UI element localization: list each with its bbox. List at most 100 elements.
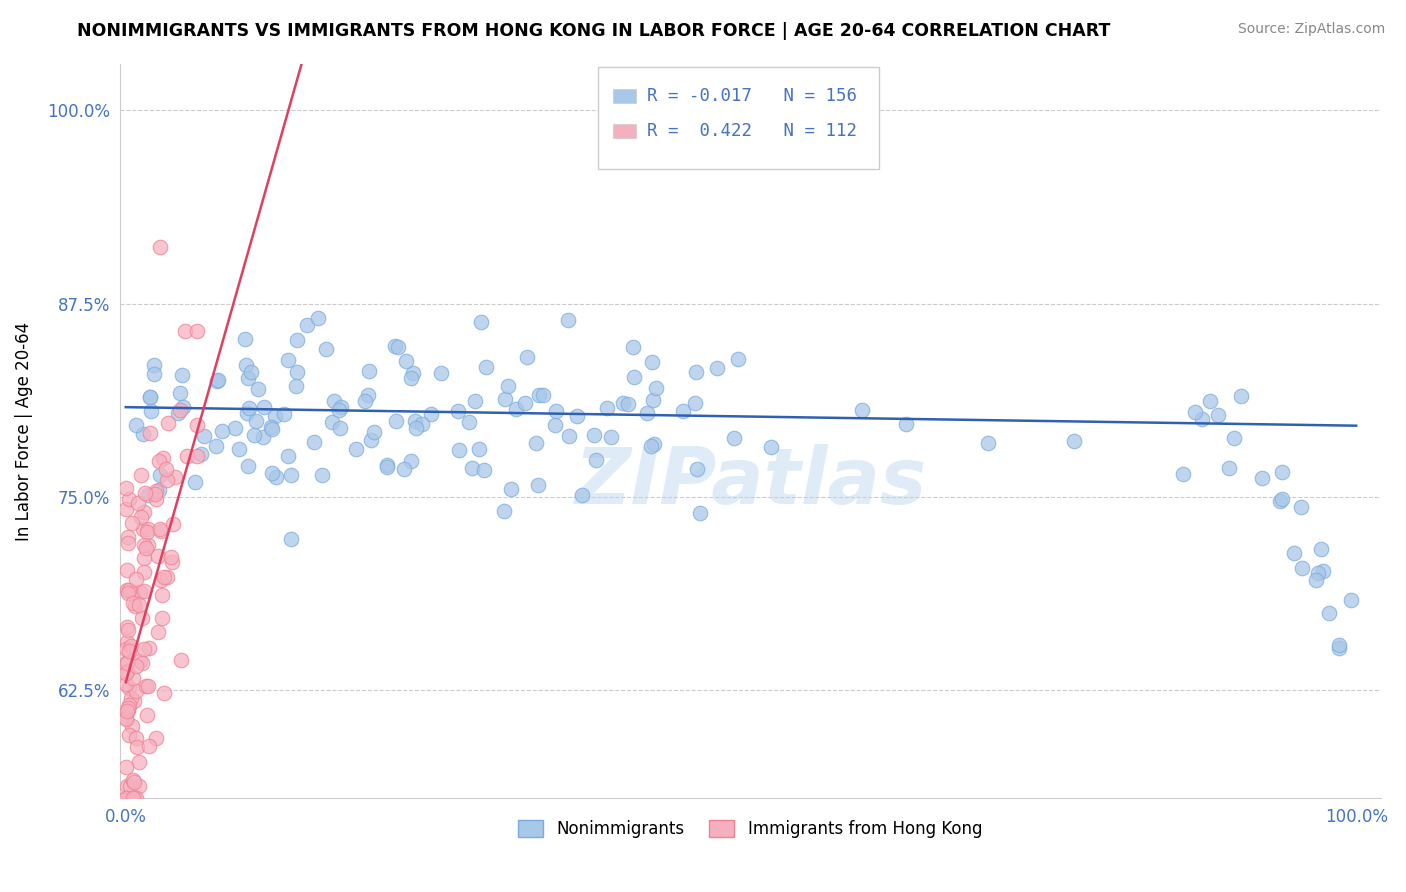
Point: [375, 460, 398, 475]
Point: [153, 570, 176, 584]
Point: [494, 504, 516, 518]
Point: [149, 573, 172, 587]
Point: [121, 516, 143, 530]
Point: [513, 396, 536, 410]
Point: [122, 774, 145, 789]
Point: [645, 381, 668, 395]
Point: [499, 483, 522, 497]
Point: [472, 463, 495, 477]
Point: [315, 343, 337, 357]
Point: [460, 460, 482, 475]
Point: [131, 611, 153, 625]
Point: [344, 442, 367, 456]
Point: [132, 522, 155, 536]
Point: [152, 611, 174, 625]
Point: [117, 530, 139, 544]
Point: [162, 517, 184, 532]
Point: [641, 392, 664, 407]
Point: [148, 483, 170, 498]
Point: [1184, 405, 1206, 419]
Point: [115, 563, 138, 577]
Point: [131, 656, 153, 670]
Point: [260, 419, 283, 434]
Point: [121, 718, 143, 732]
Point: [1305, 573, 1327, 587]
Point: [262, 422, 284, 436]
Point: [186, 324, 208, 338]
Point: [363, 425, 385, 440]
Point: [411, 417, 433, 432]
Point: [429, 366, 451, 380]
Point: [1327, 638, 1350, 652]
Point: [285, 365, 308, 379]
Point: [623, 370, 645, 384]
Point: [148, 454, 170, 468]
Point: [238, 401, 260, 416]
Point: [135, 708, 157, 723]
Point: [115, 656, 138, 670]
Point: [190, 447, 212, 461]
Point: [394, 461, 416, 475]
Point: [977, 436, 1000, 450]
Point: [253, 400, 276, 414]
Point: [302, 435, 325, 450]
Point: [132, 427, 155, 442]
Point: [114, 791, 136, 805]
Point: [402, 366, 425, 380]
Point: [132, 565, 155, 579]
Point: [145, 731, 167, 745]
Point: [138, 640, 160, 655]
Point: [470, 315, 492, 329]
Point: [121, 587, 143, 601]
Point: [224, 420, 246, 434]
Point: [1291, 561, 1313, 575]
Point: [1271, 491, 1294, 506]
Point: [122, 791, 145, 805]
Point: [1319, 606, 1341, 620]
Point: [1327, 641, 1350, 656]
Point: [264, 409, 287, 423]
Point: [243, 427, 266, 442]
Point: [156, 473, 179, 487]
Point: [129, 584, 152, 599]
Point: [1310, 541, 1333, 556]
Point: [447, 403, 470, 417]
Point: [357, 387, 380, 401]
Point: [280, 533, 302, 547]
Point: [170, 653, 193, 667]
Point: [115, 779, 138, 793]
Text: Source: ZipAtlas.com: Source: ZipAtlas.com: [1237, 22, 1385, 37]
Text: R =  0.422   N = 112: R = 0.422 N = 112: [647, 122, 856, 140]
Point: [150, 588, 173, 602]
Point: [120, 640, 142, 654]
Point: [174, 324, 197, 338]
Point: [115, 711, 138, 725]
Point: [404, 414, 426, 428]
Legend: Nonimmigrants, Immigrants from Hong Kong: Nonimmigrants, Immigrants from Hong Kong: [512, 814, 988, 845]
Point: [329, 421, 352, 435]
Point: [132, 505, 155, 519]
Point: [124, 791, 146, 805]
Point: [328, 403, 350, 417]
Point: [125, 791, 148, 805]
Point: [149, 468, 172, 483]
Point: [152, 450, 174, 465]
Point: [165, 469, 187, 483]
Point: [115, 501, 138, 516]
Point: [558, 429, 581, 443]
Point: [585, 453, 607, 467]
Point: [264, 469, 287, 483]
Point: [115, 677, 138, 691]
Point: [176, 449, 198, 463]
Point: [157, 417, 180, 431]
Point: [131, 468, 153, 483]
Point: [169, 402, 191, 417]
Point: [135, 541, 157, 555]
Point: [1282, 546, 1305, 560]
Point: [1268, 494, 1291, 508]
Point: [124, 572, 146, 586]
Point: [139, 403, 162, 417]
Point: [287, 333, 309, 347]
Point: [1198, 393, 1220, 408]
Point: [128, 756, 150, 770]
